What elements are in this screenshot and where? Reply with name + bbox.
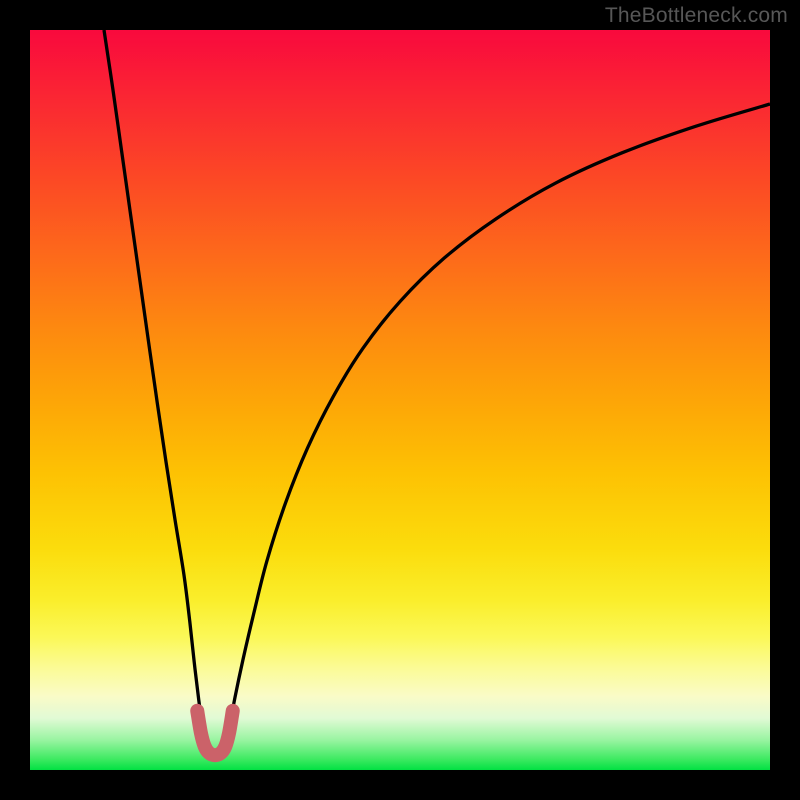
bottleneck-chart xyxy=(30,30,770,770)
watermark-text: TheBottleneck.com xyxy=(605,4,788,28)
gradient-background xyxy=(30,30,770,770)
chart-container: TheBottleneck.com xyxy=(0,0,800,800)
